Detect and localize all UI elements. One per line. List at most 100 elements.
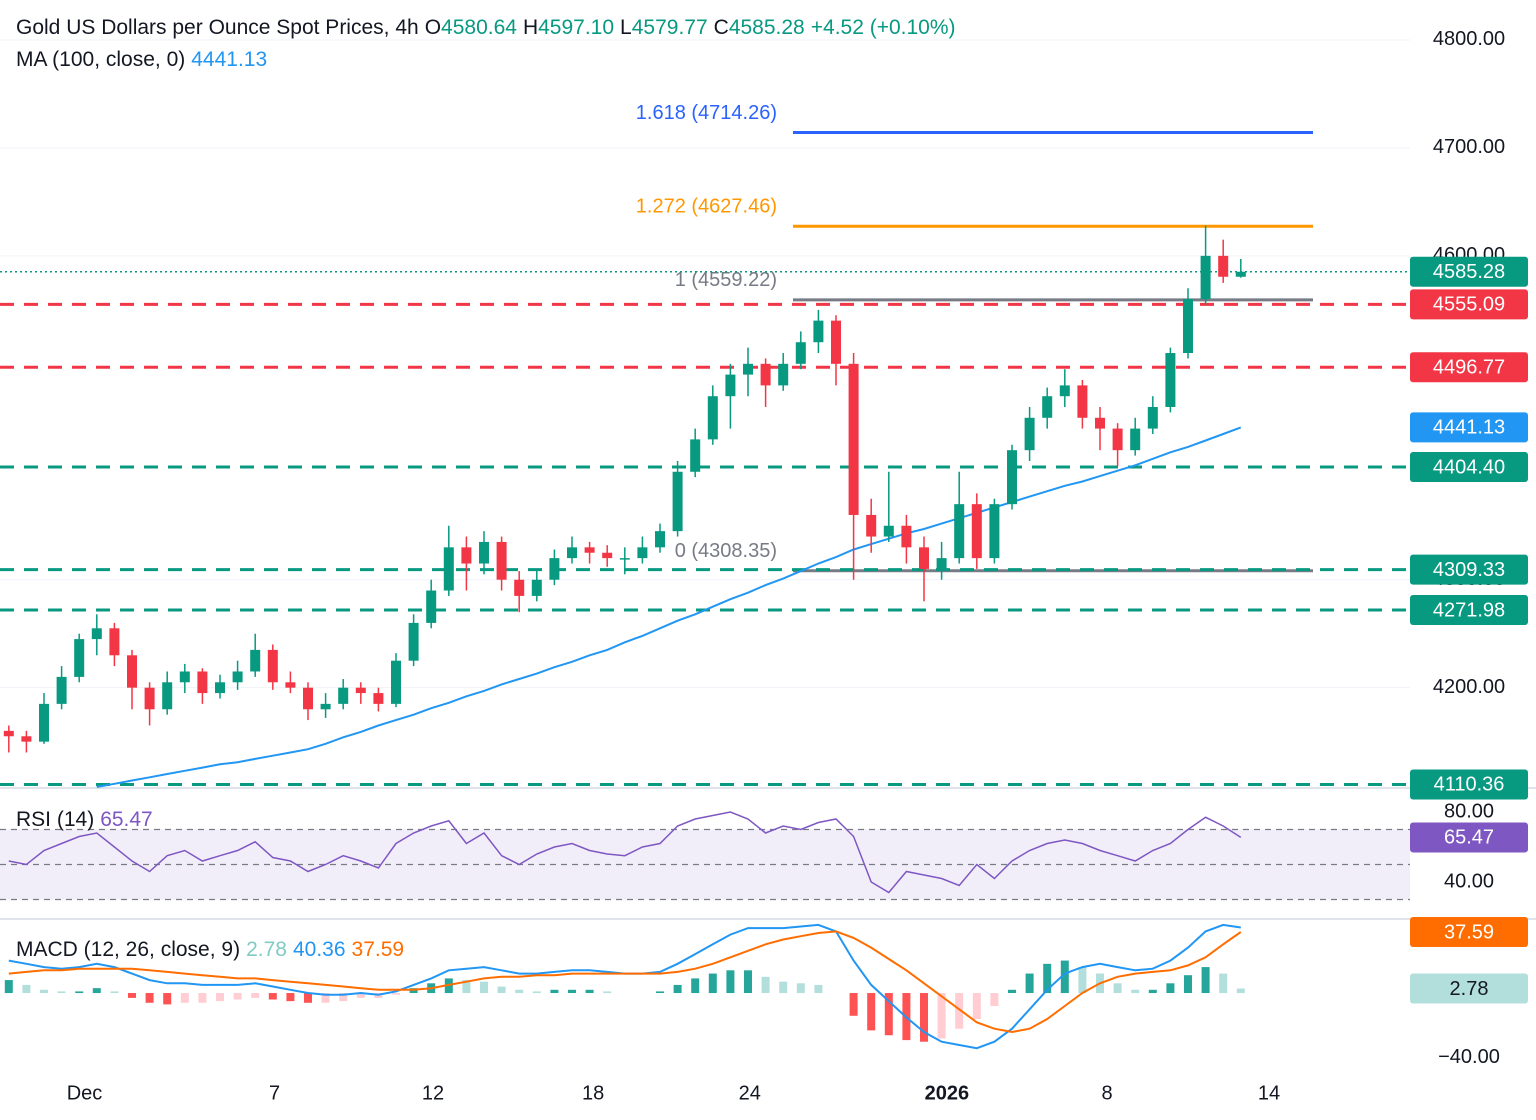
price-badge: 4271.98 xyxy=(1433,599,1505,621)
candle-body xyxy=(39,703,49,742)
candle-body xyxy=(3,730,14,737)
histogram-bar xyxy=(673,984,682,994)
candle-body xyxy=(778,363,789,386)
ohlc-value: 4580.64 xyxy=(441,16,517,39)
macd-label: MACD (12, 26, close, 9) xyxy=(16,938,241,961)
signal-value: 37.59 xyxy=(351,938,405,961)
histogram-bar xyxy=(356,993,365,998)
candle-body xyxy=(391,660,401,704)
candle-body xyxy=(1147,406,1158,429)
histogram-bar xyxy=(480,981,488,994)
histogram-bar xyxy=(392,993,400,995)
histogram-bar xyxy=(1166,983,1175,994)
histogram-bar xyxy=(568,989,576,994)
candle-body xyxy=(1042,396,1053,418)
y-tick-label: 4200.00 xyxy=(1433,676,1505,698)
histogram-bar xyxy=(1113,983,1122,994)
candle-body xyxy=(743,363,753,375)
histogram-bar xyxy=(1219,973,1228,994)
macd-value: 40.36 xyxy=(292,938,346,961)
candle-body xyxy=(496,541,507,580)
candle-body xyxy=(725,374,736,397)
histogram-bar xyxy=(1184,975,1192,994)
macd-header: MACD (12, 26, close, 9) 2.78 40.36 37.59 xyxy=(16,938,410,962)
histogram-bar xyxy=(708,973,717,994)
ma-label: MA (100, close, 0) xyxy=(16,48,186,71)
rsi-value: 65.47 xyxy=(100,808,153,831)
histogram-bar xyxy=(779,981,788,994)
candle-body xyxy=(179,671,190,683)
candle-body xyxy=(690,439,701,472)
candle-body xyxy=(1077,385,1088,418)
histogram-bar xyxy=(286,993,295,1002)
candle-body xyxy=(338,687,349,704)
candle-body xyxy=(655,531,665,548)
candle-body xyxy=(355,687,366,694)
candle-body xyxy=(549,558,560,580)
candle-body xyxy=(162,682,173,710)
histogram-bar xyxy=(304,993,312,1003)
histogram-bar xyxy=(110,991,119,994)
candle-body xyxy=(1235,271,1246,277)
candle-body xyxy=(831,320,841,364)
price-badge-bg xyxy=(1410,412,1528,443)
histogram-bar xyxy=(814,984,823,994)
signal-badge-bg xyxy=(1410,917,1528,948)
x-tick-label: 18 xyxy=(582,1082,604,1104)
ohlc-key: L xyxy=(620,16,632,39)
histogram-bar xyxy=(585,989,594,994)
histogram-bar xyxy=(92,988,101,994)
price-badge: 4585.28 xyxy=(1433,261,1505,283)
y-tick-label: 4800.00 xyxy=(1433,28,1505,50)
histogram-bar xyxy=(22,984,31,994)
candle-body xyxy=(127,655,137,688)
price-badge: 4110.36 xyxy=(1434,774,1505,796)
candle-body xyxy=(479,541,489,564)
histogram-bar xyxy=(163,993,172,1005)
histogram-bar xyxy=(462,980,471,994)
histogram-bar xyxy=(145,993,154,1003)
y-tick-label: −40.00 xyxy=(1438,1046,1500,1068)
ohlc-value: 4597.10 xyxy=(538,16,615,39)
candle-body xyxy=(91,628,102,640)
candle-body xyxy=(989,504,1000,559)
histogram-bar xyxy=(1131,989,1140,994)
price-badge-bg xyxy=(1410,352,1528,383)
fib-label: 1.618 (4714.26) xyxy=(636,102,777,124)
candle-body xyxy=(320,703,331,710)
candle-body xyxy=(971,504,982,559)
candle-body xyxy=(567,547,577,559)
ohlc-value: 4585.28 xyxy=(728,16,805,39)
histogram-bar xyxy=(656,991,664,994)
histogram-bar xyxy=(867,993,876,1031)
chart-title: Gold US Dollars per Ounce Spot Prices, 4… xyxy=(16,16,419,39)
candle-body xyxy=(303,687,313,710)
candle-body xyxy=(1095,417,1105,429)
ohlc-key: O xyxy=(424,16,442,39)
x-tick-label: 2026 xyxy=(925,1082,970,1104)
price-badge: 4404.40 xyxy=(1433,456,1505,478)
y-tick-label: 80.00 xyxy=(1444,800,1494,822)
candle-body xyxy=(1059,385,1070,397)
ohlc-key: C xyxy=(713,16,729,39)
histogram-bar xyxy=(497,986,506,994)
histogram-bar xyxy=(990,993,999,1007)
histogram-bar xyxy=(532,991,541,994)
fib-label: 1.272 (4627.46) xyxy=(636,195,777,217)
histogram-bar xyxy=(1043,963,1052,994)
histogram-bar xyxy=(796,983,805,994)
rsi-badge: 65.47 xyxy=(1444,827,1494,849)
candle-body xyxy=(232,671,243,683)
histogram-bar xyxy=(339,993,348,1002)
candle-body xyxy=(584,547,595,553)
histogram-bar xyxy=(198,993,207,1003)
histogram-bar xyxy=(937,993,946,1039)
histogram-value: 2.78 xyxy=(246,938,287,961)
candle-body xyxy=(637,547,648,559)
candle-body xyxy=(919,547,929,569)
candle-body xyxy=(56,676,67,704)
price-badge-bg xyxy=(1410,452,1528,483)
price-badge-bg xyxy=(1410,769,1528,800)
price-header: Gold US Dollars per Ounce Spot Prices, 4… xyxy=(16,16,962,40)
